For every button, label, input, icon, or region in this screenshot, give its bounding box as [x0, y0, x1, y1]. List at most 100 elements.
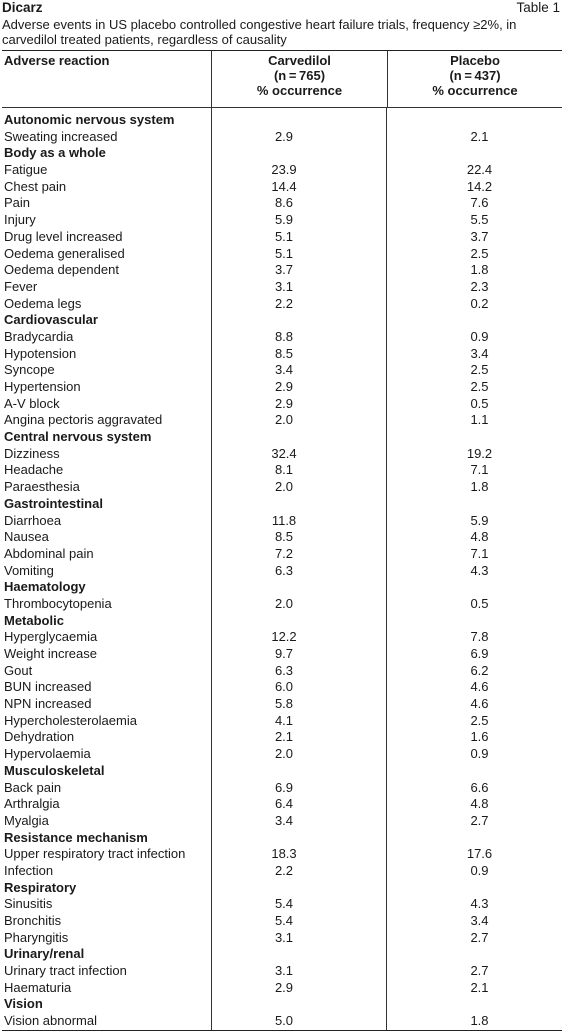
section-spacer	[387, 763, 562, 780]
carvedilol-cell: 5.9	[274, 212, 294, 228]
carvedilol-cell: 5.4	[274, 896, 294, 912]
section-spacer	[212, 429, 386, 446]
reaction-cell: Chest pain	[4, 178, 67, 194]
reaction-cell: Oedema generalised	[4, 245, 125, 261]
reaction-cell: Bronchitis	[4, 913, 62, 928]
carvedilol-cell: 8.1	[274, 462, 294, 478]
carvedilol-cell: 32.4	[271, 445, 297, 461]
header-placebo-n: (n = 437)	[449, 68, 501, 83]
reaction-cell: Vision abnormal	[4, 1013, 97, 1029]
table-caption: Adverse events in US placebo controlled …	[2, 17, 517, 47]
section-spacer	[387, 312, 562, 329]
reaction-cell: Infection	[4, 862, 54, 878]
carvedilol-cell: 2.0	[274, 412, 294, 428]
placebo-cell: 2.7	[470, 929, 489, 945]
carvedilol-cell: 3.1	[274, 929, 294, 945]
placebo-cell: 2.7	[470, 812, 489, 828]
section-heading: Musculoskeletal	[4, 762, 105, 778]
section-spacer	[387, 830, 562, 847]
reaction-cell: Nausea	[4, 529, 49, 545]
section-heading: Urinary/renal	[4, 946, 85, 962]
carvedilol-cell: 2.9	[274, 128, 294, 144]
reaction-cell: Injury	[4, 212, 36, 228]
placebo-cell: 3.4	[470, 345, 489, 361]
section-heading: Metabolic	[4, 612, 64, 628]
carvedilol-cell: 2.9	[274, 395, 294, 411]
carvedilol-cell: 5.1	[274, 228, 294, 244]
placebo-cell: 2.5	[470, 245, 489, 261]
reaction-cell: Back pain	[4, 779, 62, 795]
section-heading: Autonomic nervous system	[4, 112, 175, 127]
section-spacer	[212, 312, 386, 329]
reaction-cell: Oedema legs	[4, 295, 82, 311]
carvedilol-cell: 2.1	[274, 729, 294, 745]
placebo-cell: 2.5	[470, 362, 489, 378]
carvedilol-cell: 6.4	[274, 796, 294, 812]
header-placebo: Placebo (n = 437) % occurrence	[388, 51, 562, 107]
carvedilol-cell: 3.1	[274, 278, 294, 294]
reaction-cell: Urinary tract infection	[4, 963, 127, 979]
section-spacer	[212, 996, 386, 1013]
section-spacer	[387, 946, 562, 963]
placebo-cell: 7.8	[470, 629, 489, 645]
placebo-cell: 14.2	[466, 178, 493, 194]
carvedilol-cell: 6.3	[274, 562, 294, 578]
placebo-cell: 5.5	[470, 212, 489, 228]
placebo-cell: 4.3	[470, 896, 489, 912]
carvedilol-cell: 2.2	[274, 295, 294, 311]
carvedilol-cell: 7.2	[274, 545, 294, 561]
section-spacer	[212, 579, 386, 596]
reaction-cell: Angina pectoris aggravated	[4, 412, 163, 428]
placebo-cell: 22.4	[466, 162, 493, 178]
carvedilol-cell: 9.7	[274, 646, 294, 661]
reaction-cell: Hyperglycaemia	[4, 629, 98, 645]
header-carvedilol-n: (n = 765)	[273, 68, 326, 83]
section-spacer	[387, 579, 562, 596]
section-spacer	[387, 145, 562, 162]
carvedilol-cell: 3.4	[274, 362, 294, 378]
reaction-cell: Paraesthesia	[4, 479, 80, 495]
section-spacer	[387, 429, 562, 446]
placebo-cell: 0.9	[470, 746, 489, 762]
reaction-cell: Myalgia	[4, 812, 49, 828]
placebo-cell: 4.3	[470, 562, 489, 578]
column-placebo: 2.1 22.4 14.2 7.6 5.5 3.7 2.5 1.8 2.3 0.2 0.9 3.4 2.…	[387, 108, 562, 1030]
carvedilol-cell: 8.5	[274, 529, 294, 545]
placebo-cell: 2.5	[470, 379, 489, 394]
section-heading: Body as a whole	[4, 145, 106, 161]
placebo-cell: 0.5	[470, 595, 489, 611]
column-adverse-reaction: Autonomic nervous system Sweating increas…	[2, 108, 212, 1030]
placebo-cell: 6.2	[470, 662, 489, 678]
carvedilol-cell: 2.0	[274, 746, 294, 762]
section-spacer	[212, 880, 386, 897]
table-header-row: Adverse reaction Carvedilol (n = 765) % …	[2, 51, 562, 108]
placebo-cell: 4.8	[470, 796, 489, 812]
carvedilol-cell: 5.0	[274, 1013, 294, 1029]
placebo-cell: 1.8	[470, 479, 489, 495]
section-heading: Cardiovascular	[4, 312, 98, 328]
section-heading: Central nervous system	[4, 429, 152, 445]
carvedilol-cell: 5.1	[274, 245, 294, 261]
reaction-cell: Weight increase	[4, 646, 97, 661]
carvedilol-cell: 2.9	[274, 979, 294, 995]
carvedilol-cell: 6.0	[274, 679, 294, 695]
reaction-cell: Abdominal pain	[4, 545, 94, 561]
placebo-cell: 7.1	[470, 545, 489, 561]
header-adverse-reaction: Adverse reaction	[2, 51, 212, 107]
section-spacer	[212, 613, 386, 630]
reaction-cell: Arthralgia	[4, 796, 60, 812]
section-spacer	[212, 112, 386, 129]
placebo-cell: 2.5	[470, 712, 489, 728]
reaction-cell: BUN increased	[4, 679, 92, 695]
placebo-cell: 4.8	[470, 529, 489, 545]
placebo-cell: 1.8	[470, 1013, 489, 1029]
carvedilol-cell: 3.7	[274, 262, 294, 278]
section-spacer	[387, 880, 562, 897]
reaction-cell: Fever	[4, 278, 38, 294]
carvedilol-cell: 2.9	[274, 379, 294, 394]
carvedilol-cell: 14.4	[271, 178, 297, 194]
reaction-cell: Pain	[4, 195, 31, 211]
section-heading: Vision	[4, 996, 43, 1012]
table-body: Autonomic nervous system Sweating increas…	[2, 108, 562, 1030]
placebo-cell: 0.5	[470, 395, 489, 411]
